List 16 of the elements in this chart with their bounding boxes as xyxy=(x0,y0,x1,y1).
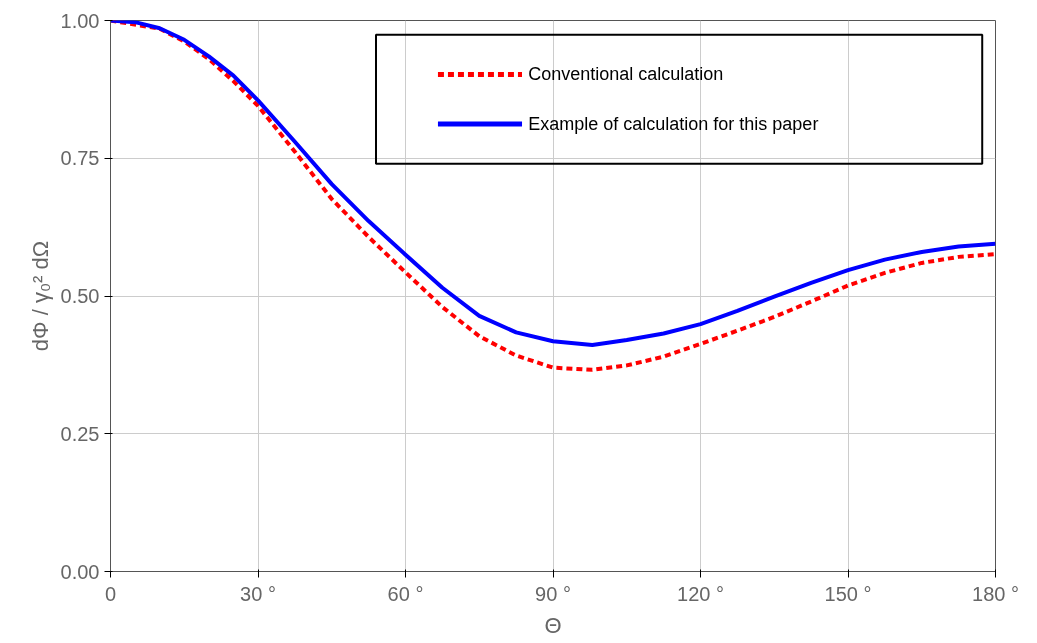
y-tick-label: 0.25 xyxy=(60,422,100,445)
y-tick-label: 0.50 xyxy=(60,285,100,307)
y-tick-label: 0.75 xyxy=(60,147,100,170)
x-tick-label: 150 ° xyxy=(824,582,872,605)
x-tick-label: 180 ° xyxy=(972,582,1019,605)
x-tick-label: 30 ° xyxy=(240,582,276,605)
y-tick-label: 1.00 xyxy=(60,9,100,32)
legend-label: Conventional calculation xyxy=(528,64,724,85)
y-axis-title: dΦ / γ₀² dΩ xyxy=(27,240,53,352)
y-tick-label: 0.00 xyxy=(60,560,100,583)
x-tick-label: 60 ° xyxy=(387,582,424,605)
x-axis-title: Θ xyxy=(544,612,562,638)
x-tick-label: 90 ° xyxy=(535,582,571,605)
x-tick-label: 0 xyxy=(104,582,117,605)
legend-label: Example of calculation for this paper xyxy=(528,114,819,135)
x-tick-label: 120 ° xyxy=(677,582,724,605)
